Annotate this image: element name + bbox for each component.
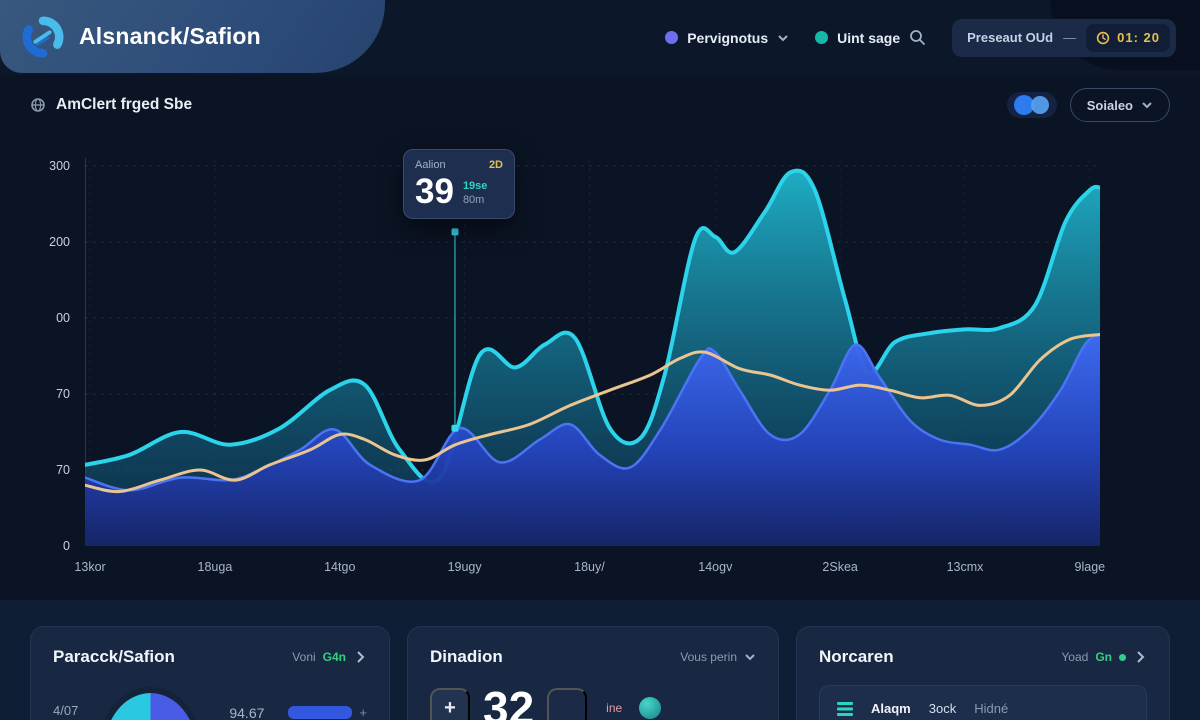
chevron-right-icon[interactable]: [353, 650, 367, 664]
brand-banner: Alsnanck/Safion: [0, 0, 385, 73]
card-title: Norcaren: [819, 647, 894, 666]
list-item[interactable]: Alaqm: [871, 701, 911, 716]
card-meta-link[interactable]: Voni G4n: [292, 650, 367, 664]
globe-icon: [31, 98, 45, 112]
filter-select-button[interactable]: Soialeo: [1069, 88, 1170, 122]
counter-unit: ine: [606, 701, 623, 715]
purple-dot-icon: [665, 31, 679, 44]
app-title: Alsnanck/Safion: [79, 23, 261, 49]
list-item[interactable]: Hidné: [974, 701, 1009, 716]
chart-tooltip: Aalion 2D 39 19se 80m: [403, 149, 515, 220]
indicator-marker: [451, 228, 459, 236]
meta-value: Gn: [1095, 650, 1112, 664]
x-axis-label: 13kor: [74, 560, 106, 574]
chart-toolbar: AmClert frged Sbe Soialeo: [0, 75, 1200, 135]
y-axis-label: 300: [49, 159, 70, 173]
nav-item-label: Pervignotus: [687, 29, 769, 46]
x-axis-label: 9lage: [1074, 560, 1106, 574]
orange-line-stroke: [85, 333, 1100, 494]
decrement-button[interactable]: [547, 688, 588, 720]
teal-area-stroke: [85, 168, 1100, 485]
increment-button[interactable]: +: [430, 688, 470, 720]
plus-icon: +: [444, 696, 456, 719]
app-header: Alsnanck/Safion Pervignotus Uint sage Pr…: [0, 0, 1200, 75]
pie-value: 94.67: [229, 705, 265, 720]
y-axis-label: 200: [49, 235, 70, 249]
chevron-right-icon[interactable]: [1133, 650, 1147, 664]
dash-separator: —: [1063, 30, 1077, 45]
tooltip-title: Aalion: [415, 159, 446, 171]
tooltip-value: 39: [415, 172, 454, 211]
meta-label: Voni: [292, 650, 316, 664]
card-title: Dinadion: [430, 647, 503, 666]
counter-value: 32: [483, 682, 535, 720]
card-breakdown: Paracck/Safion Voni G4n 4/07 94.67 +: [30, 626, 390, 720]
x-axis-label: 18uga: [197, 560, 233, 574]
main-chart: Aalion 2D 39 19se 80m 300 200 00 70 70 0 13kor…: [0, 135, 1200, 600]
toggle-knob: [1030, 96, 1049, 114]
cards-row: Paracck/Safion Voni G4n 4/07 94.67 + Din: [0, 600, 1200, 720]
y-axis-label: 00: [56, 311, 70, 325]
chevron-down-icon: [745, 654, 755, 661]
view-toggle[interactable]: [1006, 92, 1057, 118]
toggle-knob: [1013, 95, 1034, 115]
status-orb: [639, 697, 662, 719]
y-axis-label: 0: [63, 539, 70, 553]
card-list: Norcaren Yoad Gn Alaqm 3ock Hidné: [796, 626, 1170, 720]
card-counter: Dinadion Vous perin + 32 ine: [407, 626, 779, 720]
nav-item-label: Uint sage: [837, 29, 901, 46]
chart-plot[interactable]: [85, 150, 1100, 546]
session-label: Preseaut OUd: [967, 30, 1054, 45]
x-axis-label: 2Skea: [822, 560, 858, 574]
page-title: AmClert frged Sbe: [56, 96, 193, 113]
fraction-label: 4/07: [53, 703, 79, 718]
x-axis-label: 19ugy: [447, 560, 482, 574]
list-icon: [837, 701, 853, 716]
progress-bar: [288, 706, 353, 719]
search-icon[interactable]: [909, 29, 926, 46]
indicator-marker: [451, 424, 459, 432]
add-icon[interactable]: +: [359, 705, 367, 720]
toolbar-title-group: AmClert frged Sbe: [30, 96, 192, 114]
session-pill[interactable]: Preseaut OUd — 01: 20: [952, 18, 1176, 57]
chevron-down-icon: [778, 34, 788, 41]
list-item[interactable]: 3ock: [928, 701, 957, 716]
toolbar-controls: Soialeo: [1006, 88, 1170, 122]
x-axis-label: 13cmx: [946, 560, 984, 574]
x-axis-label: 14tgo: [324, 560, 356, 574]
y-axis-label: 70: [56, 463, 70, 477]
meta-value: G4n: [322, 650, 346, 664]
clock-icon: [1096, 31, 1110, 44]
pie-chart: [98, 687, 204, 720]
status-dot: [1119, 653, 1126, 661]
card-meta-link[interactable]: Vous perin: [680, 650, 756, 664]
x-axis-label: 18uy/: [574, 560, 605, 574]
filter-select-label: Soialeo: [1086, 97, 1133, 113]
blue-area-stroke: [85, 333, 1100, 492]
nav-item-secondary[interactable]: Uint sage: [815, 29, 926, 46]
app-logo-icon: [22, 15, 64, 58]
meta-label: Yoad: [1061, 650, 1089, 664]
x-axis-label: 14ogv: [698, 560, 733, 574]
y-axis-label: 70: [56, 387, 70, 401]
teal-dot-icon: [815, 31, 829, 44]
header-nav: Pervignotus Uint sage Preseaut OUd —: [665, 0, 1176, 75]
tooltip-sub-primary: 19se: [462, 180, 488, 193]
card-title: Paracck/Safion: [53, 647, 175, 666]
tooltip-sub-secondary: 80m: [462, 194, 485, 207]
tooltip-badge: 2D: [488, 159, 503, 171]
card-meta-link[interactable]: Yoad Gn: [1061, 650, 1147, 664]
timer-box: 01: 20: [1086, 23, 1170, 52]
list-panel[interactable]: Alaqm 3ock Hidné: [819, 685, 1147, 720]
meta-label: Vous perin: [680, 650, 737, 664]
timer-value: 01: 20: [1117, 30, 1160, 45]
chevron-down-icon: [1142, 102, 1152, 109]
nav-item-primary[interactable]: Pervignotus: [665, 30, 789, 46]
